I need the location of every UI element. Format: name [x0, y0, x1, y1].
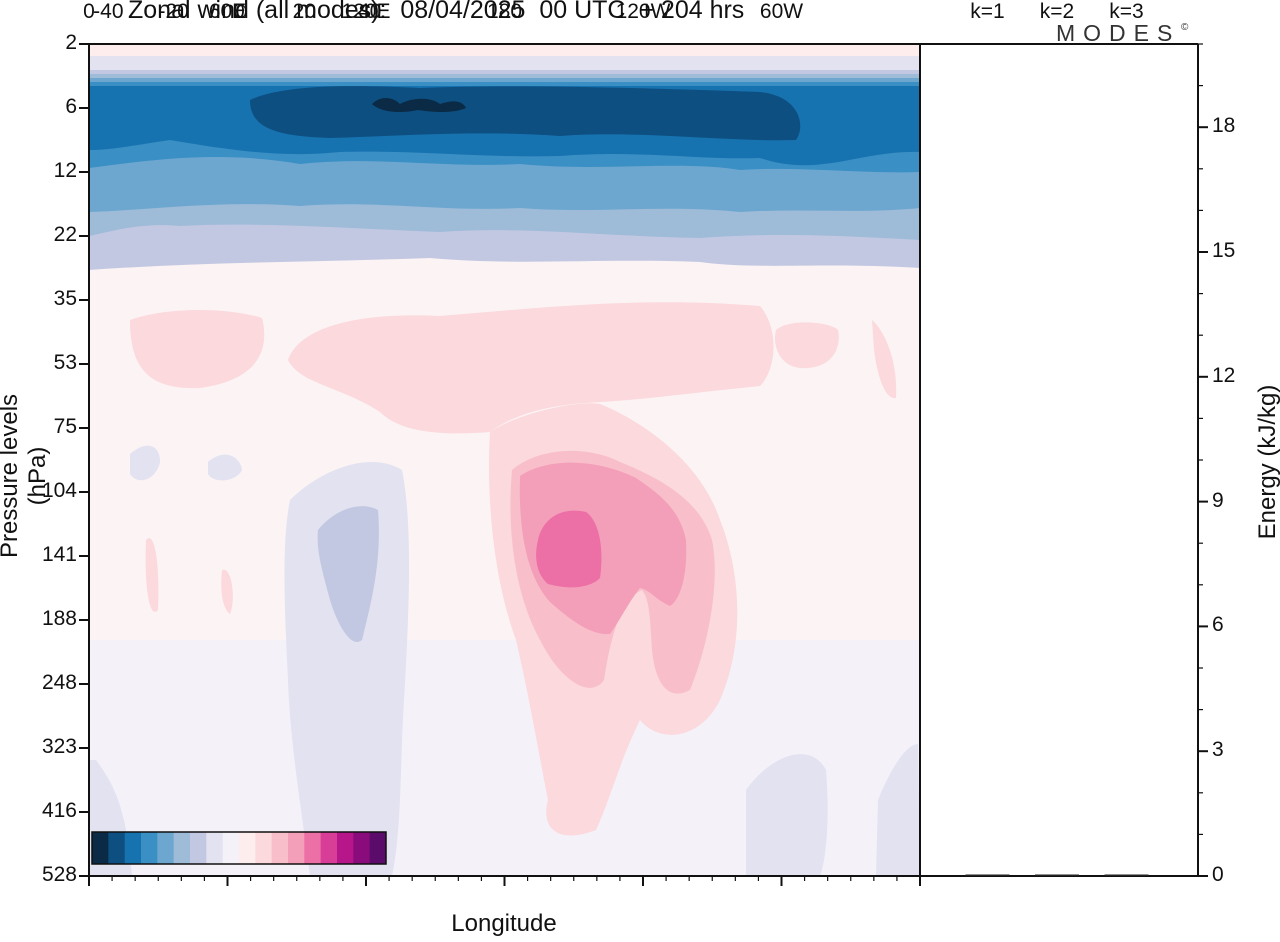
colorbar-swatch	[288, 832, 305, 864]
westerly-plume-core	[519, 462, 687, 635]
easterly-jet-core	[250, 86, 801, 141]
pressure-tick-label: 6	[65, 95, 77, 118]
energy-axis-label: Energy (kJ/kg)	[1254, 384, 1280, 540]
westerly-streak-2	[221, 569, 233, 614]
colorbar-swatch	[369, 832, 387, 864]
colorbar-swatch	[157, 832, 175, 864]
westerly-region-t-top	[288, 302, 774, 434]
colorbar-swatch	[108, 832, 126, 864]
colorbar-swatch	[173, 832, 191, 864]
y-axis-label: Pressure levels (hPa)	[0, 393, 51, 559]
pressure-tick-label: 104	[41, 479, 77, 502]
pressure-tick-label: 323	[41, 735, 77, 758]
colorbar	[91, 831, 387, 865]
colorbar-tick-label: 0	[233, 0, 245, 23]
chart-title: Zonal wind (all modes): 08/04/2025 00 UT…	[128, 0, 745, 24]
energy-tick-label: 3	[1212, 738, 1224, 762]
easterly-patch-small	[130, 445, 160, 481]
colorbar-frame	[91, 831, 387, 865]
colorbar-tick-label: -20	[158, 0, 189, 23]
colorbar-swatch	[190, 832, 207, 864]
brand-logo: MODES	[1056, 20, 1181, 46]
westerly-streak-1	[145, 538, 159, 612]
colorbar-swatch	[141, 832, 158, 864]
energy-tick-label: 15	[1212, 239, 1236, 262]
energy-tick-label: 6	[1212, 613, 1224, 637]
energy-tick-label: 0	[1212, 863, 1224, 886]
pressure-tick-label: 141	[41, 543, 77, 566]
pressure-tick-label: 188	[41, 607, 77, 630]
pressure-tick-label: 75	[53, 415, 77, 438]
zonal-wind-field	[89, 44, 920, 876]
pressure-tick-label: 416	[41, 799, 77, 822]
pressure-tick-label: 35	[53, 287, 77, 310]
colorbar-swatch	[320, 832, 338, 864]
copyright-mark: ©	[1181, 22, 1189, 33]
colorbar-swatch	[206, 832, 224, 864]
easterly-patch-far-east	[876, 744, 920, 876]
longitude-tick-label: 180	[486, 0, 523, 23]
westerly-max	[536, 510, 602, 588]
easterly-patch-indian-ocean	[284, 461, 409, 876]
easterly-patch-pacific-east	[746, 754, 828, 876]
colorbar-swatch	[92, 832, 109, 864]
colorbar-swatch	[222, 832, 240, 864]
energy-bar	[965, 874, 1010, 876]
wavenumber-label: k=1	[970, 0, 1005, 23]
longitude-tick-label: 60W	[759, 0, 804, 23]
x-axis-label: Longitude	[451, 910, 557, 937]
energy-tick-label: 18	[1212, 114, 1236, 138]
energy-axis-ticks	[1198, 43, 1208, 877]
westerly-region-upper	[130, 310, 265, 389]
colorbar-tick-label: -40	[93, 0, 124, 23]
easterly-patch-small-2	[208, 454, 242, 481]
easterly-patch-indian-ocean-core	[317, 506, 379, 642]
colorbar-swatch	[239, 832, 256, 864]
energy-bar	[1035, 874, 1079, 876]
westerly-region-far-east	[872, 320, 897, 399]
longitude-tick-label: 120W	[615, 0, 671, 23]
pressure-axis-ticks	[79, 43, 89, 877]
wavenumber-label: k=3	[1109, 0, 1144, 23]
energy-bars	[965, 874, 1149, 876]
wavenumber-label: k=2	[1039, 0, 1075, 23]
energy-bar	[1104, 874, 1149, 876]
colorbar-swatch	[304, 832, 322, 864]
colorbar-swatch	[353, 832, 371, 864]
energy-tick-label: 12	[1212, 363, 1236, 387]
longitude-tick-label: 60E	[208, 0, 247, 23]
longitude-tick-label: 0	[83, 0, 95, 23]
colorbar-swatch	[337, 832, 354, 864]
colorbar-swatch	[255, 832, 273, 864]
easterly-jet-max	[372, 98, 466, 112]
colorbar-swatch	[124, 832, 142, 864]
top-westerly-strip	[89, 44, 920, 58]
colorbar-tick-label: 40	[357, 0, 382, 23]
pressure-tick-label: 12	[53, 159, 77, 182]
westerly-region-east	[775, 322, 839, 369]
pressure-tick-label: 528	[41, 863, 77, 886]
colorbar-tick-label: 20	[292, 0, 316, 23]
pressure-tick-label: 2	[65, 31, 77, 54]
pressure-tick-label: 53	[53, 351, 77, 374]
longitude-tick-label: 120E	[341, 0, 391, 23]
pressure-tick-label: 248	[41, 671, 77, 694]
longitude-axis-ticks	[88, 876, 921, 886]
energy-tick-label: 9	[1212, 488, 1224, 512]
pressure-tick-label: 22	[53, 223, 77, 246]
colorbar-swatch	[271, 832, 289, 864]
